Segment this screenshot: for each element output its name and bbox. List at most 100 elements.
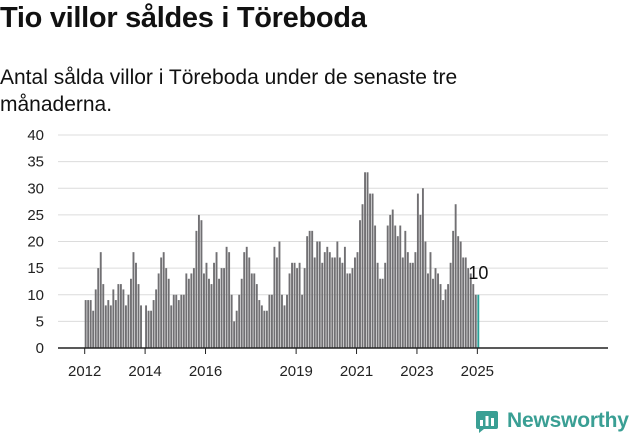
- bar: [203, 273, 205, 348]
- bar: [175, 294, 178, 348]
- bar: [437, 273, 439, 348]
- bar: [220, 268, 223, 349]
- bar: [449, 262, 452, 348]
- bar: [275, 257, 278, 348]
- x-tick-label: 2019: [279, 363, 312, 380]
- bar: [112, 289, 115, 348]
- bar: [263, 310, 266, 348]
- bar: [240, 278, 243, 348]
- bar: [381, 278, 384, 348]
- bar: [145, 305, 148, 348]
- bar: [253, 273, 256, 348]
- bar: [119, 284, 122, 348]
- bar: [338, 257, 341, 348]
- bar: [351, 268, 354, 349]
- y-tick-label: 15: [27, 260, 44, 277]
- bar: [303, 268, 306, 349]
- bar: [270, 294, 273, 348]
- page-subtitle: Antal sålda villor i Töreboda under de s…: [0, 66, 458, 116]
- bar: [157, 273, 160, 348]
- bar: [464, 257, 467, 348]
- bar: [333, 257, 336, 348]
- bar: [346, 273, 349, 348]
- bar: [228, 252, 231, 348]
- bar: [376, 262, 379, 348]
- bar: [250, 273, 253, 348]
- bar: [107, 300, 110, 348]
- bar: [356, 252, 359, 348]
- bar-latest: [477, 294, 480, 348]
- x-tick-label: 2023: [400, 363, 433, 380]
- bar: [434, 268, 437, 349]
- bar: [165, 268, 168, 349]
- bar: [205, 262, 208, 348]
- bar: [404, 230, 407, 348]
- bar: [414, 252, 417, 348]
- brand-name: Newsworthy: [507, 409, 629, 432]
- bar: [386, 225, 389, 348]
- bar: [286, 294, 288, 348]
- newsworthy-logo-icon: [476, 411, 498, 433]
- bar: [308, 230, 311, 348]
- chart-bars: [84, 172, 480, 349]
- bar: [167, 278, 170, 348]
- x-tick-label: 2016: [189, 363, 222, 380]
- bar: [243, 252, 246, 348]
- bar: [238, 294, 241, 348]
- bar: [155, 289, 158, 348]
- bar: [104, 305, 107, 348]
- bar: [444, 289, 447, 348]
- bar: [172, 294, 175, 348]
- y-tick-label: 5: [36, 313, 44, 330]
- bar: [230, 294, 233, 348]
- y-tick-label: 20: [27, 234, 44, 251]
- bar: [469, 273, 472, 348]
- y-tick-label: 0: [36, 340, 44, 357]
- x-tick-label: 2012: [68, 363, 101, 380]
- bar: [233, 321, 236, 349]
- bar: [472, 284, 475, 348]
- bar: [318, 241, 321, 348]
- bar: [150, 310, 153, 348]
- bar: [255, 284, 258, 348]
- bar: [235, 310, 238, 348]
- bar: [170, 305, 173, 348]
- bar: [102, 284, 105, 348]
- bar: [457, 236, 460, 348]
- bar: [124, 305, 127, 348]
- bar: [323, 252, 326, 348]
- bar: [391, 209, 394, 348]
- bar: [348, 273, 351, 348]
- bar: [331, 257, 334, 348]
- bar: [406, 252, 409, 348]
- bar: [364, 172, 366, 348]
- bar: [311, 230, 314, 348]
- bar: [192, 268, 195, 349]
- bar: [208, 278, 210, 348]
- bar: [218, 278, 220, 348]
- bar: [341, 262, 344, 348]
- page-title: Tio villor såldes i Töreboda: [0, 2, 367, 34]
- y-tick-label: 30: [27, 180, 44, 197]
- bar: [293, 262, 296, 348]
- bar: [384, 262, 387, 348]
- bar: [130, 278, 132, 348]
- bar: [394, 225, 397, 348]
- bar: [288, 273, 291, 348]
- bar: [190, 273, 193, 348]
- bar: [321, 262, 324, 348]
- bar: [301, 294, 304, 348]
- bar: [343, 246, 346, 348]
- bar: [439, 284, 442, 348]
- bar: [371, 193, 374, 348]
- bar: [442, 300, 445, 348]
- bar: [268, 294, 271, 348]
- bar: [182, 294, 185, 348]
- bar: [359, 220, 361, 348]
- x-tick-label: 2014: [128, 363, 161, 380]
- bar: [379, 278, 382, 348]
- bar: [278, 241, 281, 348]
- chart-grid: [58, 134, 608, 322]
- x-tick-label: 2021: [340, 363, 373, 380]
- bar: [132, 252, 135, 348]
